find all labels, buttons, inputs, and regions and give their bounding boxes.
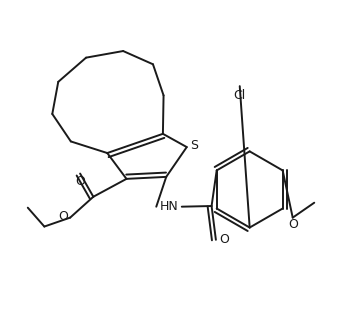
Text: O: O [75, 175, 85, 188]
Text: O: O [219, 233, 229, 246]
Text: S: S [190, 139, 198, 152]
Text: O: O [288, 218, 298, 231]
Text: HN: HN [160, 200, 178, 213]
Text: Cl: Cl [234, 89, 246, 102]
Text: O: O [58, 210, 68, 223]
